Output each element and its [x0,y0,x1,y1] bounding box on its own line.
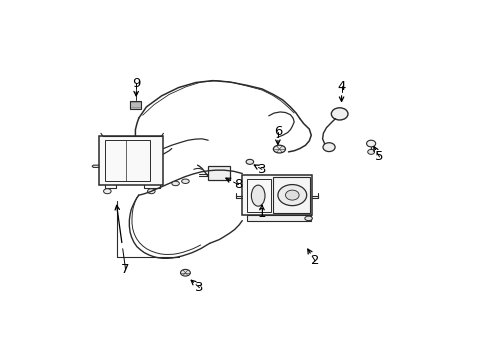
Ellipse shape [277,185,306,206]
Bar [130,101,141,109]
Ellipse shape [323,143,334,152]
Ellipse shape [103,189,111,194]
Ellipse shape [304,216,312,221]
Text: 6: 6 [273,125,282,138]
Ellipse shape [251,185,264,206]
Bar [99,136,163,185]
Text: 8: 8 [234,178,242,191]
Ellipse shape [331,108,347,120]
Ellipse shape [367,149,374,154]
Ellipse shape [366,140,375,147]
Text: 3: 3 [195,281,203,294]
Ellipse shape [273,145,285,153]
Bar [242,175,312,215]
Ellipse shape [147,189,155,194]
Text: 3: 3 [257,163,265,176]
Ellipse shape [171,181,179,186]
Text: 2: 2 [310,254,319,267]
Bar [104,140,150,181]
Text: 4: 4 [337,80,345,93]
Bar [246,215,311,221]
Ellipse shape [180,269,190,276]
Text: 7: 7 [121,262,129,276]
Bar [273,177,310,213]
Bar [208,166,230,180]
Text: 5: 5 [374,150,383,163]
Bar [246,179,271,212]
Ellipse shape [245,159,253,164]
Ellipse shape [285,190,299,200]
Text: 9: 9 [132,77,140,90]
Ellipse shape [181,179,189,184]
Text: 1: 1 [257,207,265,220]
